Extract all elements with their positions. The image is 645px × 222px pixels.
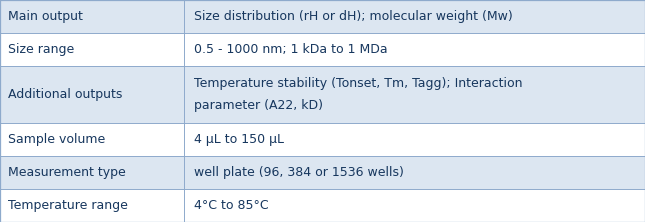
Text: 4°C to 85°C: 4°C to 85°C	[194, 199, 268, 212]
Bar	[0, 33, 184, 66]
Bar	[184, 33, 645, 66]
Text: 0.5 - 1000 nm; 1 kDa to 1 MDa: 0.5 - 1000 nm; 1 kDa to 1 MDa	[194, 43, 387, 56]
Bar	[184, 189, 645, 222]
Bar	[184, 66, 645, 123]
Text: Additional outputs: Additional outputs	[8, 88, 122, 101]
Text: Temperature stability (Tonset, Tm, Tagg); Interaction: Temperature stability (Tonset, Tm, Tagg)…	[194, 77, 522, 90]
Text: parameter (A22, kD): parameter (A22, kD)	[194, 99, 322, 112]
Text: 4 μL to 150 μL: 4 μL to 150 μL	[194, 133, 284, 146]
Text: Sample volume: Sample volume	[8, 133, 105, 146]
Bar	[184, 0, 645, 33]
Bar	[184, 156, 645, 189]
Text: Measurement type: Measurement type	[8, 166, 126, 179]
Bar	[184, 123, 645, 156]
Text: Size range: Size range	[8, 43, 74, 56]
Text: Size distribution (rH or dH); molecular weight (Mw): Size distribution (rH or dH); molecular …	[194, 10, 512, 23]
Text: Main output: Main output	[8, 10, 83, 23]
Bar	[0, 189, 184, 222]
Bar	[0, 66, 184, 123]
Text: Temperature range: Temperature range	[8, 199, 128, 212]
Bar	[0, 0, 184, 33]
Text: well plate (96, 384 or 1536 wells): well plate (96, 384 or 1536 wells)	[194, 166, 403, 179]
Bar	[0, 156, 184, 189]
Bar	[0, 123, 184, 156]
